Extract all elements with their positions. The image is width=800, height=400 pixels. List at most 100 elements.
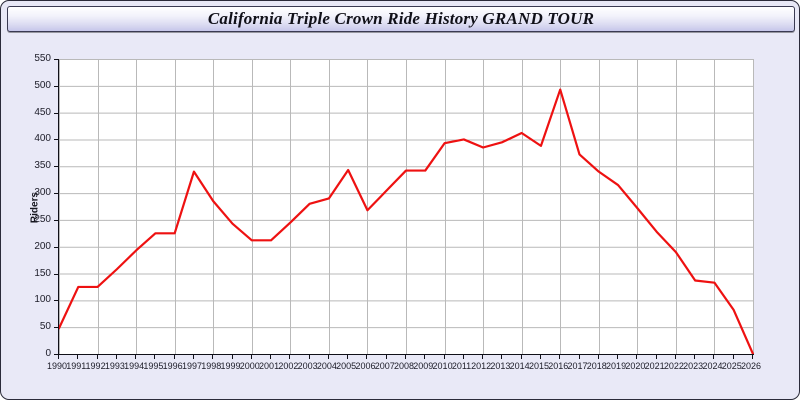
x-axis-tick-label: 2016 <box>548 361 569 371</box>
x-axis-tick-label: 2007 <box>374 361 395 371</box>
x-axis-tick <box>733 355 734 359</box>
x-axis-tick-label: 2006 <box>355 361 376 371</box>
x-axis-tick-label: 2002 <box>278 361 299 371</box>
x-axis-tick <box>540 355 541 359</box>
y-axis-tick <box>54 247 58 248</box>
x-axis-tick-label: 1991 <box>66 361 87 371</box>
x-axis-tick <box>251 355 252 359</box>
x-axis-tick-label: 1995 <box>143 361 164 371</box>
y-axis-tick <box>54 300 58 301</box>
x-axis-tick <box>636 355 637 359</box>
x-axis-tick-label: 2015 <box>528 361 549 371</box>
x-axis-tick <box>347 355 348 359</box>
y-axis-tick-label: 200 <box>34 240 51 252</box>
x-axis-tick <box>752 355 753 359</box>
x-axis-tick-label: 2019 <box>606 361 627 371</box>
x-axis-tick-label: 1992 <box>85 361 106 371</box>
x-axis-tick <box>212 355 213 359</box>
x-axis-tick-label: 1998 <box>201 361 222 371</box>
y-axis-tick <box>54 113 58 114</box>
x-axis-tick <box>193 355 194 359</box>
x-axis-tick <box>424 355 425 359</box>
x-axis-tick <box>579 355 580 359</box>
y-axis-tick-label: 350 <box>34 160 51 172</box>
y-axis-tick <box>54 220 58 221</box>
y-axis-tick <box>54 193 58 194</box>
x-axis-tick <box>58 355 59 359</box>
chart-panel: Riders 0 50 100 150 200 250 300 350 400 450 500 550… <box>7 34 795 394</box>
x-axis-tick-label: 2018 <box>586 361 607 371</box>
x-axis-tick <box>521 355 522 359</box>
x-axis-tick-label: 1996 <box>162 361 183 371</box>
x-axis-tick <box>617 355 618 359</box>
window-titlebar: California Triple Crown Ride History GRA… <box>7 6 795 32</box>
y-axis-tick <box>54 59 58 60</box>
x-axis-tick-label: 2017 <box>567 361 588 371</box>
x-axis-tick <box>713 355 714 359</box>
x-axis-tick-label: 1993 <box>104 361 125 371</box>
x-axis-tick <box>559 355 560 359</box>
x-axis-tick-label: 2004 <box>316 361 337 371</box>
y-axis-tick-label: 400 <box>34 133 51 145</box>
x-axis-tick-label: 1990 <box>47 361 68 371</box>
x-axis-tick-label: 2003 <box>297 361 318 371</box>
y-axis-tick-label: 0 <box>45 348 51 359</box>
x-axis-tick <box>463 355 464 359</box>
x-axis-tick <box>694 355 695 359</box>
y-axis-tick <box>54 354 58 355</box>
x-axis-tick <box>97 355 98 359</box>
x-axis-tick-label: 2020 <box>625 361 646 371</box>
x-axis-tick <box>386 355 387 359</box>
y-axis-tick-label: 150 <box>34 267 51 279</box>
x-axis-tick-label: 2008 <box>394 361 415 371</box>
x-axis-tick <box>501 355 502 359</box>
y-axis-tick <box>54 86 58 87</box>
plot-area <box>58 59 754 355</box>
x-axis-tick <box>444 355 445 359</box>
x-axis-tick-label: 2009 <box>413 361 434 371</box>
x-axis-tick <box>270 355 271 359</box>
x-axis-tick-label: 2026 <box>741 361 762 371</box>
x-axis-tick-label: 2000 <box>239 361 260 371</box>
x-axis-tick <box>656 355 657 359</box>
riders-line-series <box>59 88 754 354</box>
x-axis-tick <box>174 355 175 359</box>
y-axis-tick <box>54 327 58 328</box>
x-axis-tick <box>116 355 117 359</box>
x-axis-tick <box>289 355 290 359</box>
y-axis-tick-label: 500 <box>34 79 51 91</box>
y-axis-tick-label: 250 <box>34 213 51 225</box>
x-axis-tick-label: 2023 <box>683 361 704 371</box>
y-axis-tick-label: 100 <box>34 294 51 306</box>
x-axis-tick-label: 2005 <box>336 361 357 371</box>
x-axis-tick-label: 1994 <box>124 361 145 371</box>
x-axis-tick <box>328 355 329 359</box>
window-title: California Triple Crown Ride History GRA… <box>207 9 595 28</box>
x-axis-tick-label: 2011 <box>451 361 472 371</box>
x-axis-tick-label: 1999 <box>220 361 241 371</box>
x-axis-tick <box>405 355 406 359</box>
x-axis-tick-label: 2025 <box>721 361 742 371</box>
x-axis-tick-label: 2024 <box>702 361 723 371</box>
y-axis-tick-label: 450 <box>34 106 51 118</box>
y-axis-tick <box>54 166 58 167</box>
x-axis-tick <box>366 355 367 359</box>
x-axis-tick-label: 2014 <box>509 361 530 371</box>
x-axis-tick-label: 2010 <box>432 361 453 371</box>
x-axis-tick-label: 2013 <box>490 361 511 371</box>
grid-lines <box>59 59 754 354</box>
y-axis-tick-label: 300 <box>34 187 51 199</box>
x-axis-tick <box>135 355 136 359</box>
x-axis-tick <box>482 355 483 359</box>
x-axis-tick-label: 2021 <box>644 361 665 371</box>
x-axis-tick <box>309 355 310 359</box>
y-axis-tick <box>54 139 58 140</box>
x-axis-tick <box>77 355 78 359</box>
y-axis-tick <box>54 274 58 275</box>
x-axis-tick-label: 2022 <box>663 361 684 371</box>
x-axis-tick-label: 2012 <box>471 361 492 371</box>
x-axis-tick-label: 1997 <box>181 361 202 371</box>
x-axis-tick <box>232 355 233 359</box>
y-axis-tick-label: 550 <box>34 53 51 64</box>
